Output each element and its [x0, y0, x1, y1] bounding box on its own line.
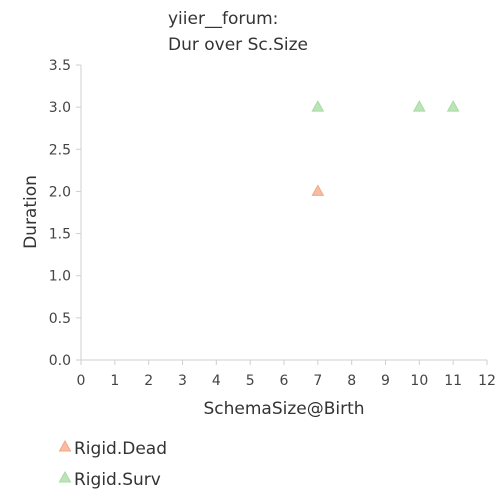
y-tick-label: 0.5	[49, 311, 71, 327]
data-point-rigid-surv	[446, 100, 460, 112]
y-tick-label: 3.0	[49, 100, 71, 116]
y-axis-ticks: 0.0 0.5 1.0 1.5 2.0 2.5 3.0 3.5	[49, 58, 81, 369]
x-axis-label: SchemaSize@Birth	[203, 399, 364, 419]
y-tick-label: 3.5	[49, 58, 71, 74]
x-tick-label: 2	[144, 373, 153, 389]
x-tick-label: 6	[280, 373, 289, 389]
x-tick-label: 10	[410, 373, 428, 389]
x-tick-label: 4	[212, 373, 221, 389]
x-tick-label: 1	[110, 373, 119, 389]
data-point-rigid-surv	[412, 100, 426, 112]
x-tick-label: 11	[444, 373, 462, 389]
x-tick-label: 0	[77, 373, 86, 389]
x-tick-label: 5	[246, 373, 255, 389]
legend-label: Rigid.Surv	[74, 470, 161, 490]
plot-area: 0 1 2 3 4 5 6 7 8 9 10 11 12 0.00.51.01.52.02.53.03.…	[49, 58, 496, 389]
y-tick-label: 2.5	[49, 142, 71, 158]
y-tick-label: 2.0	[49, 184, 71, 200]
chart-subtitle: Dur over Sc.Size	[168, 35, 308, 55]
y-axis-label: Duration	[21, 175, 41, 249]
x-tick-label: 12	[478, 373, 496, 389]
y-tick-label: 1.0	[49, 269, 71, 285]
chart-title: yiier__forum:	[168, 9, 278, 29]
x-axis-ticks: 0 1 2 3 4 5 6 7 8 9 10 11 12	[77, 360, 496, 389]
legend-marker-rigid-dead	[58, 439, 72, 452]
data-point-rigid-dead	[311, 184, 325, 196]
data-point-rigid-surv	[311, 100, 325, 112]
data-points	[311, 100, 460, 196]
x-tick-label: 7	[313, 373, 322, 389]
x-tick-label: 3	[178, 373, 187, 389]
x-tick-label: 8	[347, 373, 356, 389]
x-tick-label: 9	[381, 373, 390, 389]
legend-label: Rigid.Dead	[74, 439, 167, 459]
y-tick-label: 1.5	[49, 227, 71, 243]
legend-marker-rigid-surv	[58, 470, 72, 483]
y-tick-label: 0.0	[49, 353, 71, 369]
legend: Rigid.Dead Rigid.Surv	[58, 439, 167, 490]
